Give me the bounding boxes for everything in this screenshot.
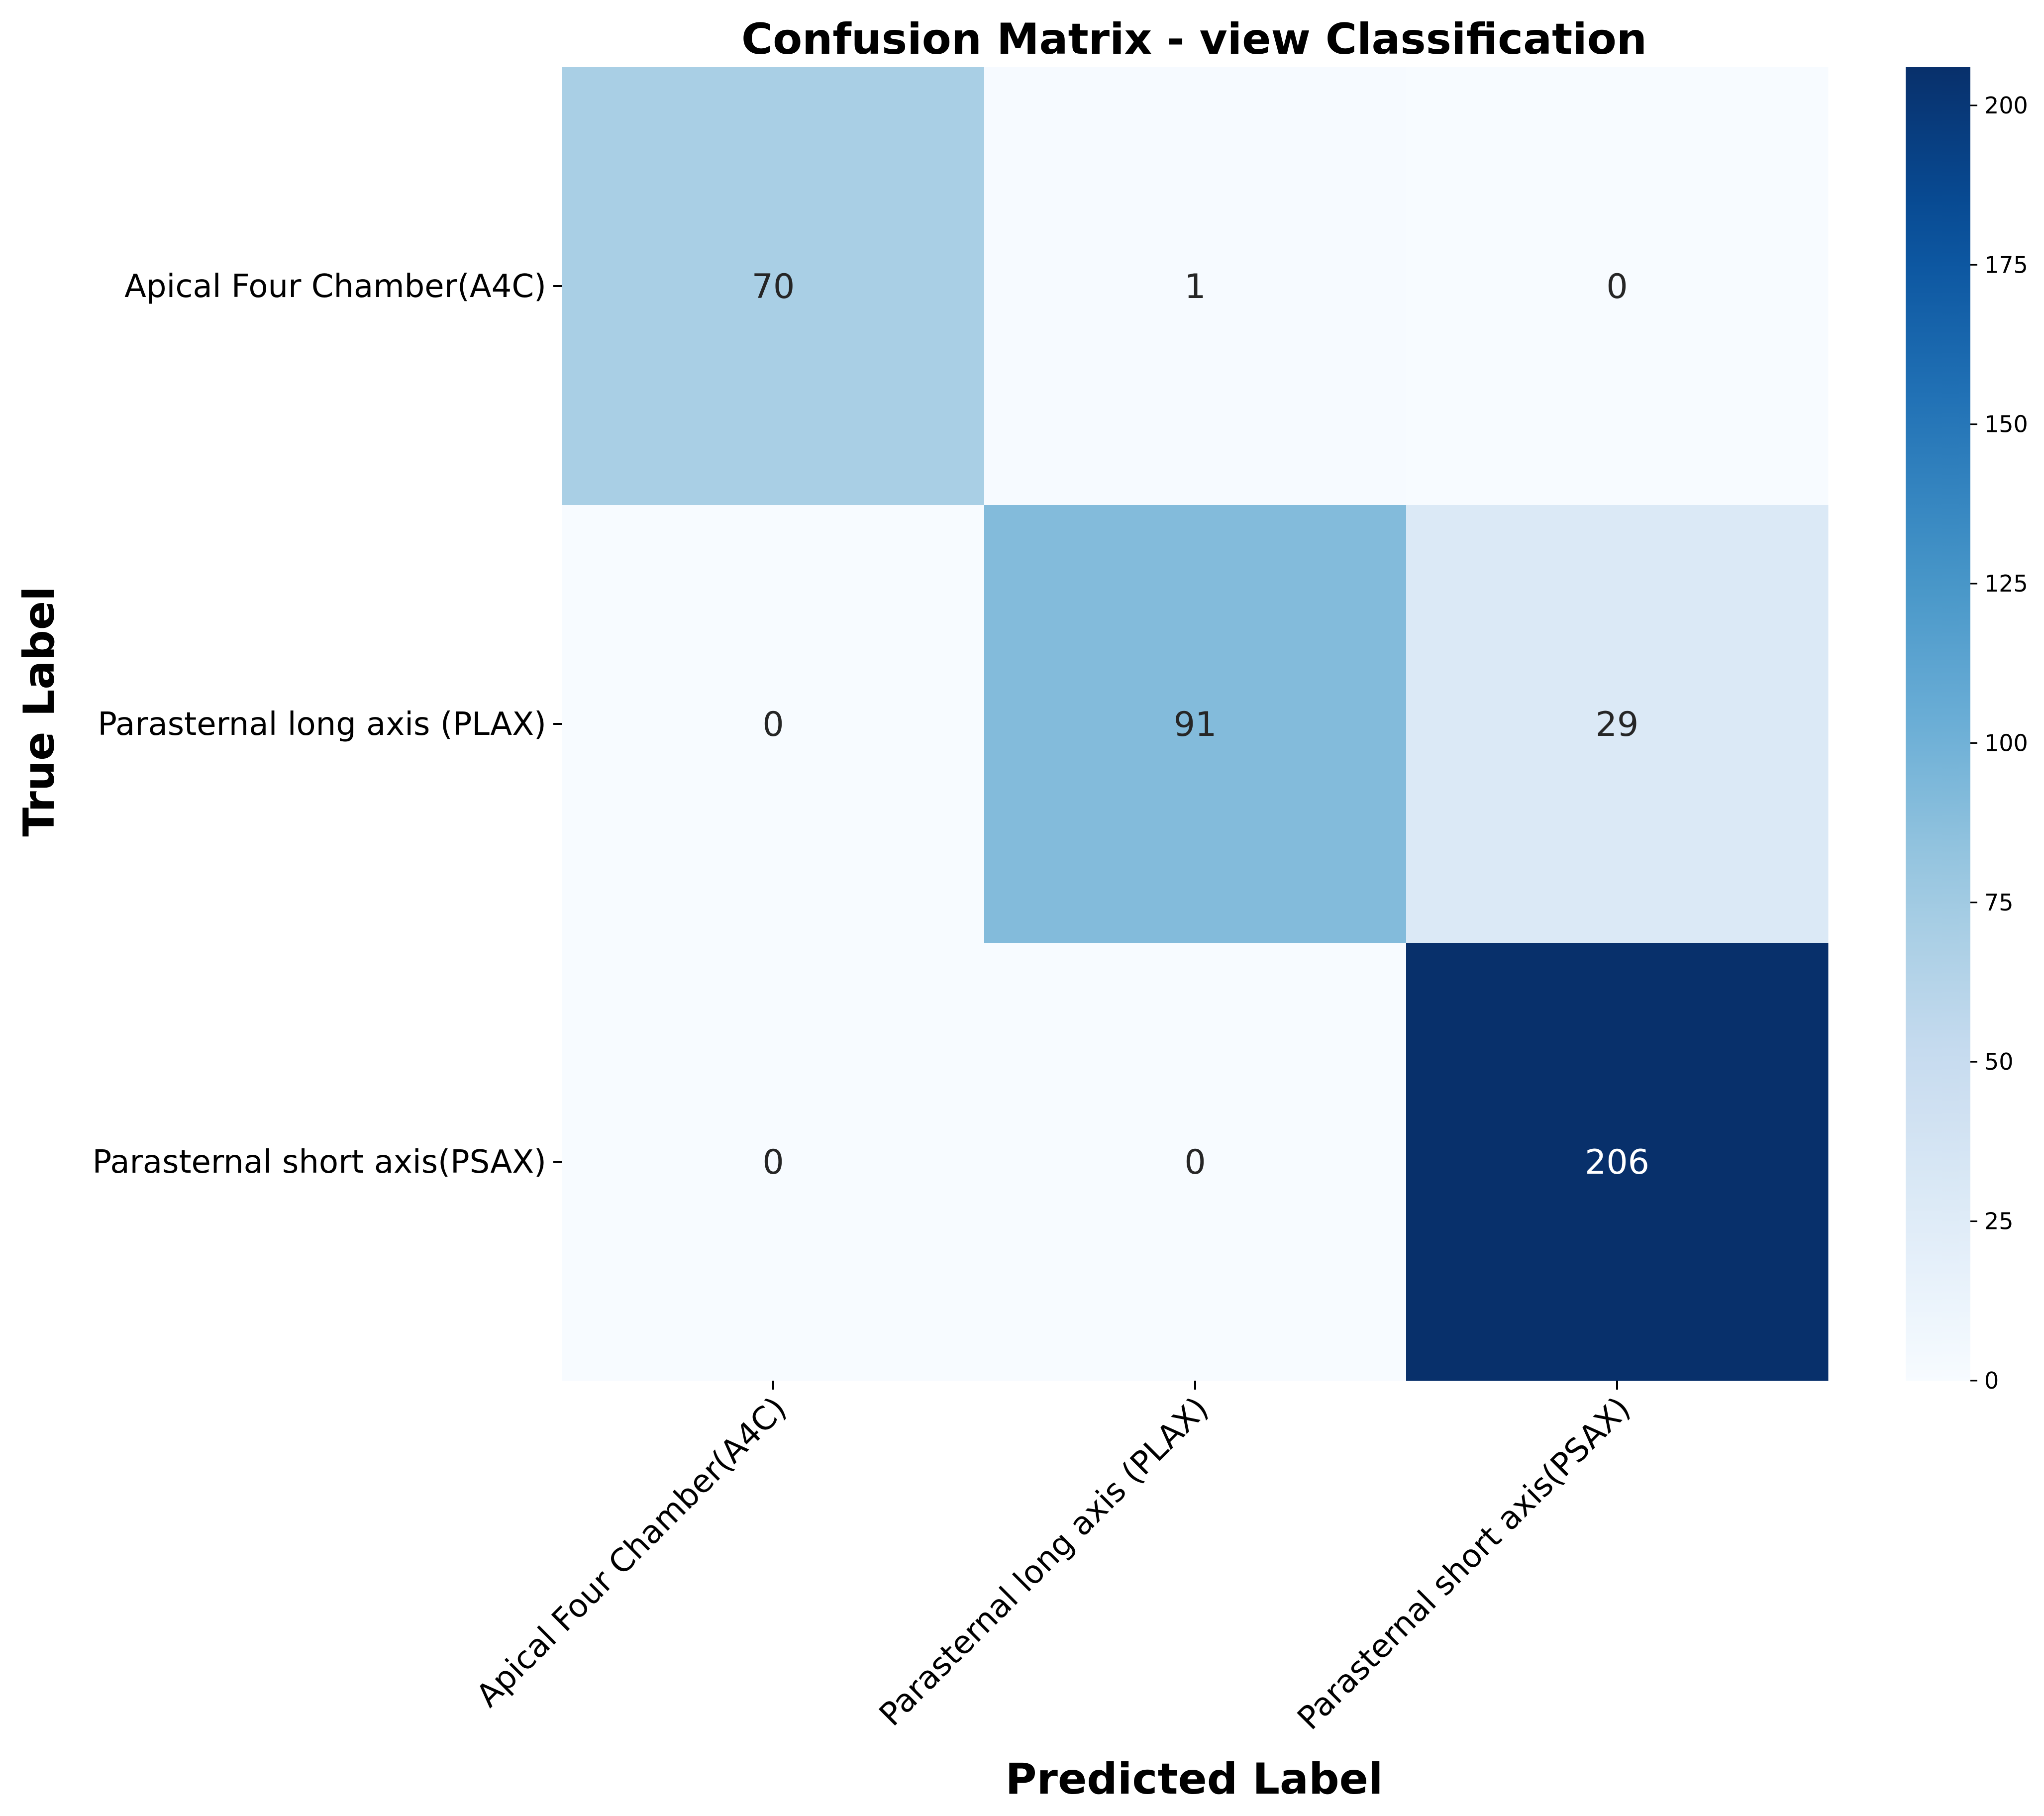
- colorbar-tick-label: 200: [1984, 92, 2028, 119]
- cell-value-r1-c2: 29: [1596, 705, 1639, 744]
- colorbar-tick-label: 50: [1984, 1048, 2014, 1075]
- cell-value-r2-c0: 0: [762, 1143, 784, 1182]
- x-axis-title: Predicted Label: [1006, 1754, 1383, 1804]
- heatmap-cell-r2-c0: [562, 943, 985, 1381]
- colorbar-tick-label: 175: [1984, 251, 2028, 278]
- x-tick-label: Apical Four Chamber(A4C): [469, 1390, 794, 1715]
- cell-value-r2-c2: 206: [1585, 1143, 1649, 1182]
- heatmap-cell-labels: 70 1 0 0 91 29 0 0 206: [752, 267, 1649, 1182]
- x-tick-label: Parasternal long axis (PLAX): [872, 1390, 1216, 1733]
- heatmap-cell-r1-c2: [1406, 505, 1829, 943]
- chart-title: Confusion Matrix - view Classification: [741, 14, 1647, 64]
- y-tick-label: Parasternal short axis(PSAX): [93, 1144, 546, 1181]
- colorbar-tick-label: 25: [1984, 1208, 2014, 1235]
- y-axis-title: True Label: [14, 586, 64, 836]
- heatmap-cell-r2-c2: [1406, 943, 1829, 1381]
- heatmap-cell-r2-c1: [984, 943, 1407, 1381]
- heatmap-cell-r1-c0: [562, 505, 985, 943]
- colorbar-tick-label: 150: [1984, 411, 2028, 438]
- heatmap-cells: [562, 67, 1829, 1381]
- y-tick-label: Apical Four Chamber(A4C): [124, 268, 546, 305]
- cell-value-r1-c1: 91: [1174, 705, 1217, 744]
- cell-value-r2-c1: 0: [1184, 1143, 1206, 1182]
- colorbar-tick-label: 75: [1984, 889, 2014, 916]
- heatmap-cell-r0-c1: [984, 67, 1407, 505]
- x-axis-ticks: Apical Four Chamber(A4C) Parasternal long…: [469, 1381, 1637, 1737]
- colorbar-tick-label: 125: [1984, 570, 2028, 597]
- heatmap-cell-r0-c0: [562, 67, 985, 505]
- colorbar: 0 25 50 75 100 125 150 175 200: [1906, 67, 2028, 1394]
- heatmap-cell-r1-c1: [984, 505, 1407, 943]
- cell-value-r0-c1: 1: [1184, 267, 1206, 306]
- y-axis-ticks: Apical Four Chamber(A4C) Parasternal long…: [93, 268, 562, 1181]
- colorbar-gradient: [1906, 67, 1970, 1381]
- colorbar-tick-label: 0: [1984, 1367, 1999, 1394]
- cell-value-r1-c0: 0: [762, 705, 784, 744]
- x-tick-label: Parasternal short axis(PSAX): [1291, 1390, 1637, 1737]
- cell-value-r0-c0: 70: [752, 267, 795, 306]
- y-tick-label: Parasternal long axis (PLAX): [98, 706, 546, 743]
- cell-value-r0-c2: 0: [1606, 267, 1628, 306]
- colorbar-tick-label: 100: [1984, 729, 2028, 756]
- heatmap-cell-r0-c2: [1406, 67, 1829, 505]
